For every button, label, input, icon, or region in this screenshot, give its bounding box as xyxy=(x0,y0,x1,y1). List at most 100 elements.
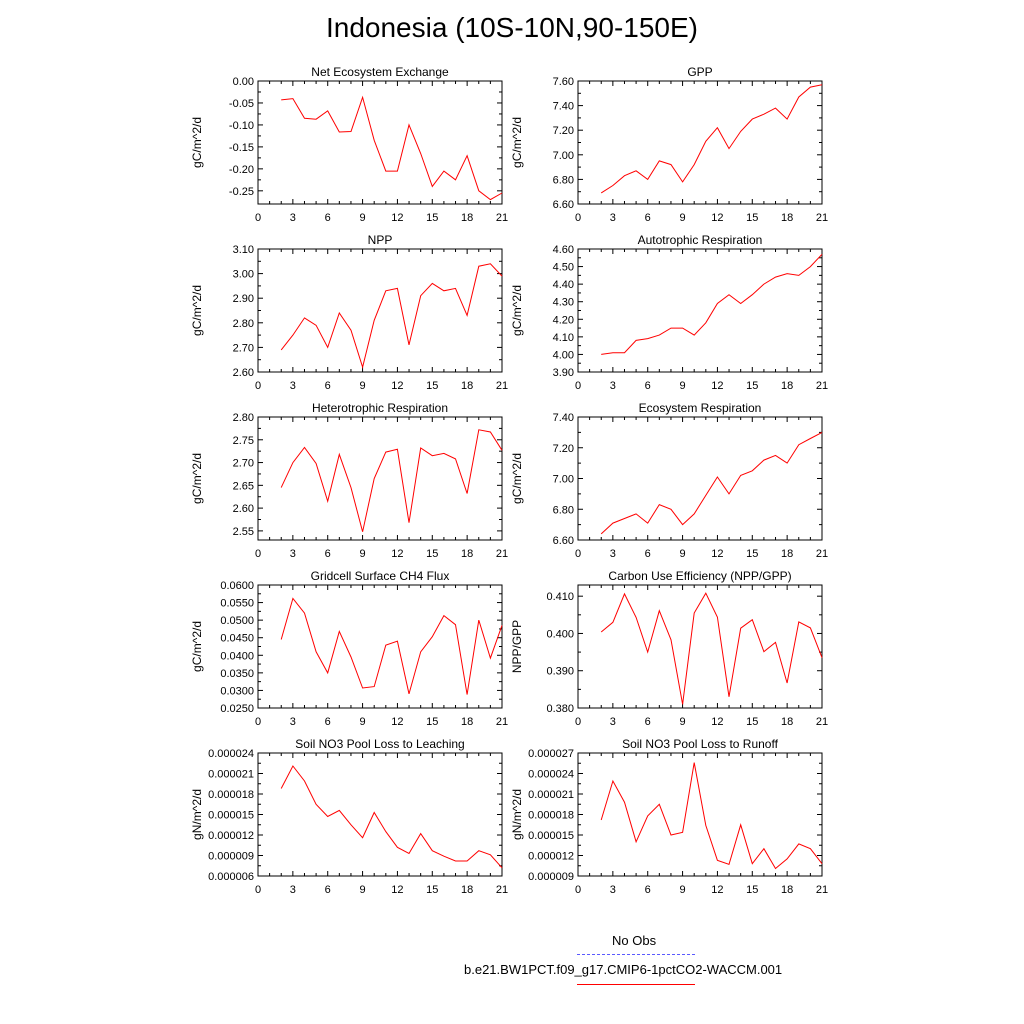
y-tick-label: 0.000015 xyxy=(208,810,254,822)
x-tick-label: 6 xyxy=(645,212,651,224)
panel-title: NPP xyxy=(368,233,393,247)
y-axis-label: gC/m^2/d xyxy=(510,285,524,336)
plot-frame xyxy=(257,752,503,877)
y-tick-label: 7.00 xyxy=(553,474,574,486)
y-tick-label: -0.05 xyxy=(229,98,254,110)
x-tick-label: 3 xyxy=(290,716,296,728)
y-tick-label: 0.000012 xyxy=(528,851,574,863)
y-tick-label: 2.60 xyxy=(233,503,254,515)
y-tick-label: 6.60 xyxy=(553,535,574,547)
chart-panel-6: Ecosystem Respiration gC/m^2/d 0 3 6 9 12 15 18 2… xyxy=(510,401,828,560)
y-tick-label: 0.410 xyxy=(546,591,574,603)
y-tick-label: 7.20 xyxy=(553,443,574,455)
y-axis-label: gC/m^2/d xyxy=(190,621,204,672)
y-tick-label: -0.15 xyxy=(229,142,254,154)
y-tick-label: -0.20 xyxy=(229,164,254,176)
x-tick-label: 9 xyxy=(360,548,366,560)
panel-title: Autotrophic Respiration xyxy=(638,233,763,247)
y-tick-label: 4.40 xyxy=(553,279,574,291)
y-tick-label: 4.50 xyxy=(553,262,574,274)
x-tick-label: 18 xyxy=(781,716,793,728)
legend-obs-label: No Obs xyxy=(612,933,657,948)
x-tick-label: 6 xyxy=(645,716,651,728)
y-tick-label: 7.60 xyxy=(553,76,574,88)
x-tick-label: 21 xyxy=(816,548,828,560)
y-axis-label: gN/m^2/d xyxy=(510,789,524,840)
x-tick-label: 15 xyxy=(426,380,438,392)
x-tick-label: 6 xyxy=(325,884,331,896)
series-line xyxy=(280,263,503,369)
y-tick-label: 4.60 xyxy=(553,244,574,256)
y-tick-label: 3.10 xyxy=(233,244,254,256)
series-line xyxy=(600,762,823,870)
x-tick-label: 9 xyxy=(360,212,366,224)
x-tick-label: 12 xyxy=(711,716,723,728)
y-axis-label: gC/m^2/d xyxy=(510,117,524,168)
y-axis-label: gC/m^2/d xyxy=(190,285,204,336)
y-tick-label: 0.380 xyxy=(546,703,574,715)
y-tick-label: 0.400 xyxy=(546,628,574,640)
y-tick-label: 2.70 xyxy=(233,342,254,354)
chart-panel-1: Net Ecosystem Exchange gC/m^2/d 0 3 6 9 12 15 18… xyxy=(190,65,508,224)
chart-panel-9: Soil NO3 Pool Loss to Leaching gN/m^2/d 0 3… xyxy=(190,737,508,896)
legend-model-line xyxy=(577,984,695,985)
x-tick-label: 15 xyxy=(746,716,758,728)
plot-frame xyxy=(257,80,503,205)
x-tick-label: 6 xyxy=(325,212,331,224)
x-tick-label: 3 xyxy=(610,716,616,728)
x-tick-label: 18 xyxy=(461,212,473,224)
chart-panel-4: Autotrophic Respiration gC/m^2/d 0 3 6 9 12 15 1… xyxy=(510,233,828,392)
x-tick-label: 18 xyxy=(461,716,473,728)
x-tick-label: 21 xyxy=(816,716,828,728)
y-axis-label: NPP/GPP xyxy=(510,620,524,673)
x-tick-label: 0 xyxy=(255,212,261,224)
x-tick-label: 6 xyxy=(645,380,651,392)
panel-title: Ecosystem Respiration xyxy=(639,401,762,415)
legend-model-label: b.e21.BW1PCT.f09_g17.CMIP6-1pctCO2-WACCM… xyxy=(464,962,783,977)
x-tick-label: 9 xyxy=(680,380,686,392)
chart-panel-5: Heterotrophic Respiration gC/m^2/d 0 3 6 9 12 1… xyxy=(190,401,508,560)
y-tick-label: 2.65 xyxy=(233,480,254,492)
y-tick-label: 7.00 xyxy=(553,150,574,162)
x-tick-label: 3 xyxy=(290,212,296,224)
y-tick-label: 0.000024 xyxy=(528,769,574,781)
y-tick-label: 2.55 xyxy=(233,526,254,538)
x-tick-label: 18 xyxy=(461,380,473,392)
y-tick-label: 0.000021 xyxy=(528,789,574,801)
y-tick-label: 7.40 xyxy=(553,101,574,113)
x-tick-label: 0 xyxy=(575,380,581,392)
y-tick-label: 0.000009 xyxy=(528,871,574,883)
panel-title: Soil NO3 Pool Loss to Leaching xyxy=(295,737,464,751)
y-tick-label: 7.40 xyxy=(553,412,574,424)
series-line xyxy=(600,84,823,194)
y-tick-label: 0.000018 xyxy=(528,810,574,822)
x-tick-label: 12 xyxy=(391,212,403,224)
x-tick-label: 18 xyxy=(781,212,793,224)
x-tick-label: 21 xyxy=(816,212,828,224)
y-tick-label: 0.000006 xyxy=(208,871,254,883)
y-axis-label: gC/m^2/d xyxy=(510,453,524,504)
x-tick-label: 21 xyxy=(496,212,508,224)
main-title: Indonesia (10S-10N,90-150E) xyxy=(325,12,698,43)
y-axis-label: gN/m^2/d xyxy=(190,789,204,840)
y-tick-label: 0.000018 xyxy=(208,789,254,801)
x-tick-label: 18 xyxy=(781,380,793,392)
y-tick-label: 0.0250 xyxy=(220,703,254,715)
x-tick-label: 9 xyxy=(360,716,366,728)
y-tick-label: 0.000021 xyxy=(208,769,254,781)
y-tick-label: 0.390 xyxy=(546,666,574,678)
y-tick-label: 0.000027 xyxy=(528,748,574,760)
series-line xyxy=(280,429,503,532)
x-tick-label: 9 xyxy=(680,716,686,728)
y-tick-label: 2.60 xyxy=(233,367,254,379)
x-tick-label: 15 xyxy=(426,212,438,224)
x-tick-label: 3 xyxy=(610,380,616,392)
x-tick-label: 0 xyxy=(575,212,581,224)
y-tick-label: 4.30 xyxy=(553,297,574,309)
plot-frame xyxy=(257,584,503,709)
x-tick-label: 12 xyxy=(711,884,723,896)
x-tick-label: 0 xyxy=(575,884,581,896)
panel-title: Heterotrophic Respiration xyxy=(312,401,448,415)
x-tick-label: 3 xyxy=(290,548,296,560)
x-tick-label: 0 xyxy=(255,380,261,392)
